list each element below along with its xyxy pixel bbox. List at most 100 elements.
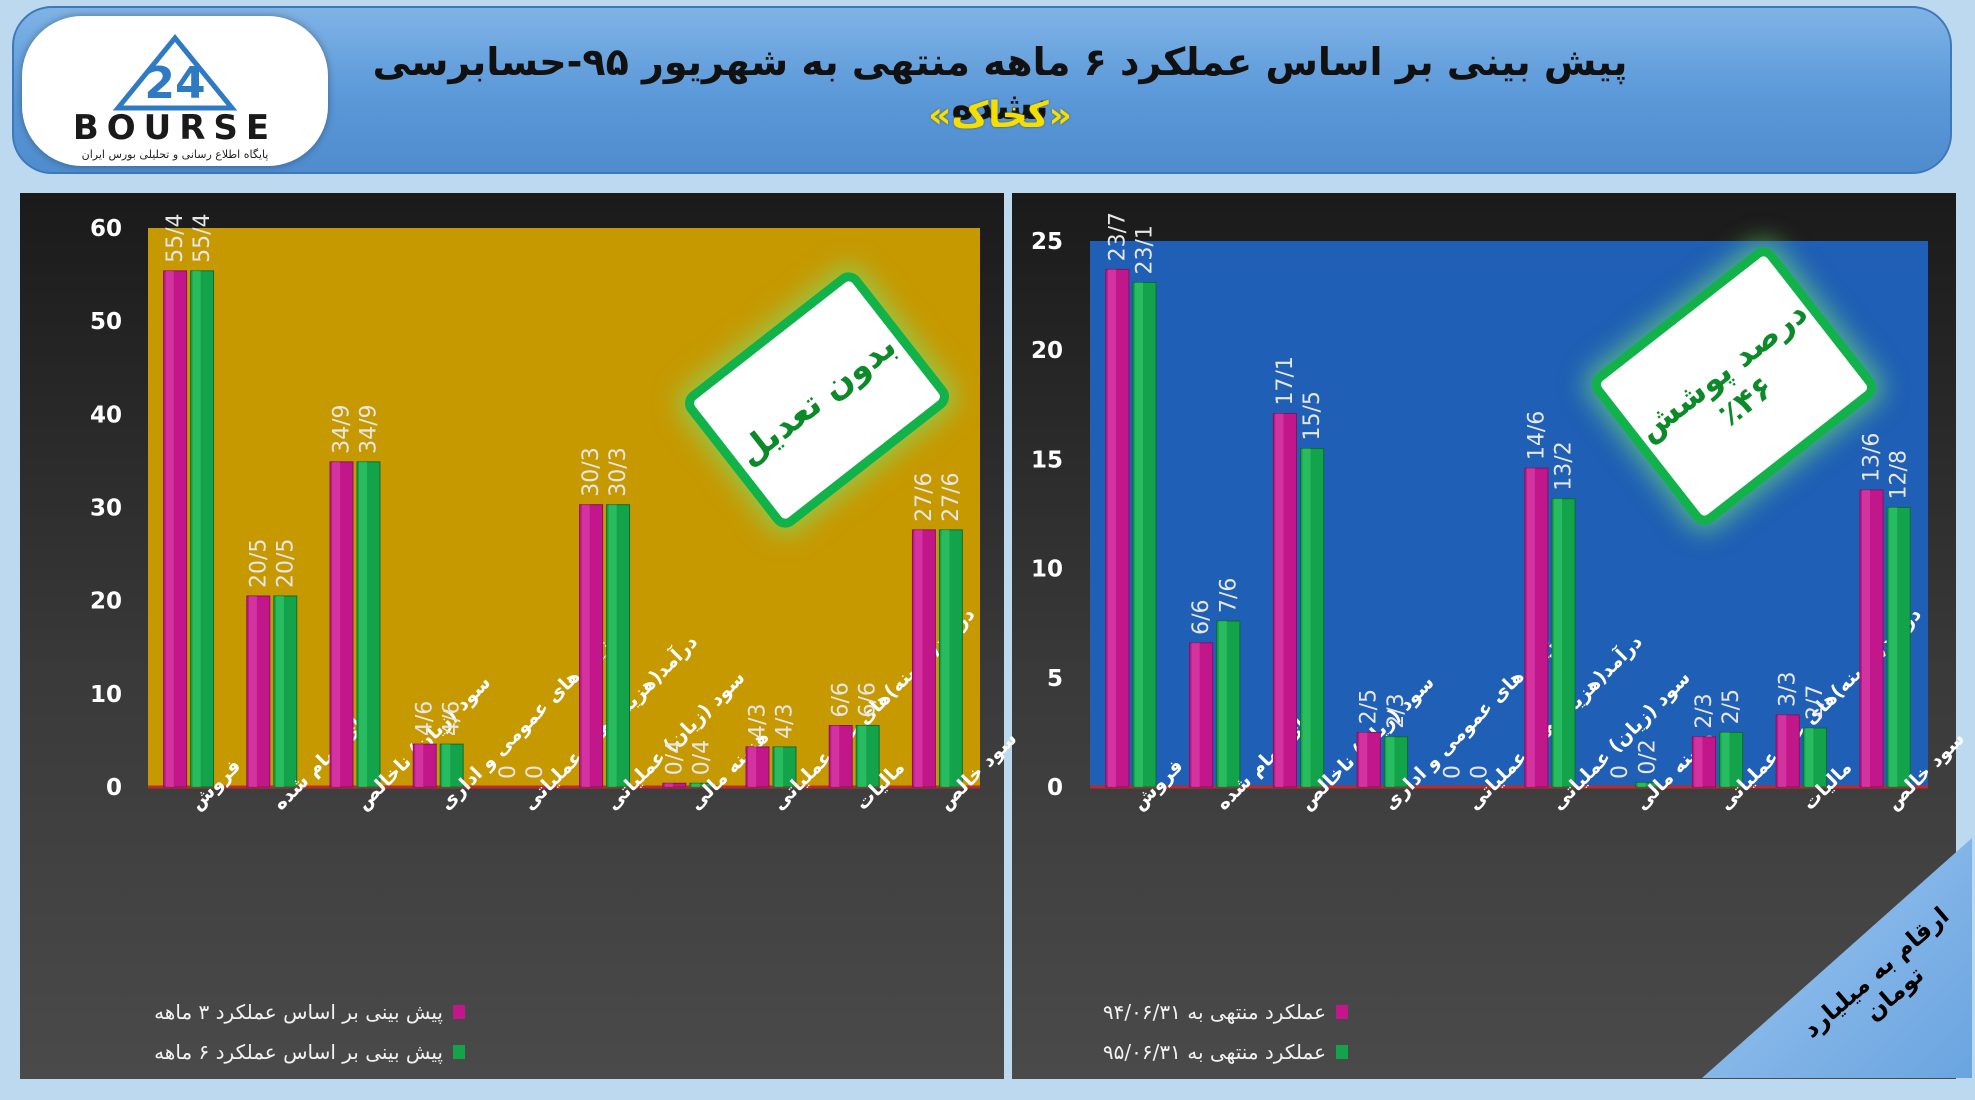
right-bar-highlight xyxy=(1386,736,1395,787)
left-bar-highlight xyxy=(275,596,284,787)
right-data-label: 17/1 xyxy=(1273,356,1298,405)
left-bar xyxy=(662,782,687,788)
legend-swatch xyxy=(1336,1045,1348,1059)
left-y-tick-label: 30 xyxy=(90,496,122,522)
right-bar-highlight xyxy=(1107,269,1116,788)
left-bar-highlight xyxy=(192,270,201,787)
right-data-label: 13/6 xyxy=(1860,433,1885,482)
right-bar-highlight xyxy=(1191,642,1200,787)
right-bar-highlight xyxy=(1721,732,1730,787)
right-data-label: 0/2 xyxy=(1635,739,1660,774)
left-bar-highlight xyxy=(442,744,451,787)
left-data-label: 27/6 xyxy=(912,472,937,521)
right-data-label: 0 xyxy=(1608,765,1633,779)
left-bar-highlight xyxy=(914,529,923,787)
left-bar-highlight xyxy=(775,746,784,787)
right-y-tick-label: 15 xyxy=(1031,447,1063,473)
left-data-label: 0 xyxy=(523,765,548,779)
right-data-label: 14/6 xyxy=(1524,411,1549,460)
left-bar-highlight xyxy=(581,504,590,787)
company-name: «کخاک» xyxy=(928,95,1072,136)
right-bar-highlight xyxy=(1359,732,1368,787)
right-bar-highlight xyxy=(1275,413,1284,787)
right-data-label: 2/7 xyxy=(1803,685,1828,720)
left-data-label: 4/6 xyxy=(413,701,438,736)
right-data-label: 0 xyxy=(1441,765,1466,779)
right-bar-highlight xyxy=(1778,714,1787,787)
left-y-tick-label: 50 xyxy=(90,309,122,335)
left-data-label: 6/6 xyxy=(829,682,854,717)
left-legend: پیش بینی بر اساس عملکرد ۳ ماهه پیش بینی … xyxy=(145,992,465,1072)
left-bar-highlight xyxy=(415,744,424,787)
left-data-label: 27/6 xyxy=(939,472,964,521)
right-data-label: 7/6 xyxy=(1216,578,1241,613)
left-y-tick-label: 0 xyxy=(106,775,122,801)
left-bar-highlight xyxy=(858,725,867,787)
left-data-label: 0/4 xyxy=(689,740,714,775)
right-data-label: 2/3 xyxy=(1692,693,1717,728)
left-y-tick-label: 10 xyxy=(90,682,122,708)
legend-item-6month: پیش بینی بر اساس عملکرد ۶ ماهه xyxy=(145,1032,465,1072)
right-y-tick-label: 20 xyxy=(1031,338,1063,364)
left-data-label: 55/4 xyxy=(163,213,188,262)
right-legend: عملکرد منتهی به ۹۴/۰۶/۳۱ عملکرد منتهی به… xyxy=(1068,992,1348,1072)
left-bar-highlight xyxy=(831,725,840,787)
left-bar-highlight xyxy=(248,596,257,787)
logo-text: BOURSE xyxy=(72,108,278,148)
header-banner xyxy=(12,6,1952,174)
right-data-label: 12/8 xyxy=(1887,450,1912,499)
legend-label: پیش بینی بر اساس عملکرد ۶ ماهه xyxy=(154,1040,443,1064)
legend-swatch xyxy=(453,1045,465,1059)
right-data-label: 23/1 xyxy=(1132,225,1157,274)
left-bar-highlight xyxy=(332,461,341,787)
right-data-label: 0 xyxy=(1468,765,1493,779)
right-bar-highlight xyxy=(1553,498,1562,787)
right-y-tick-label: 0 xyxy=(1047,775,1063,801)
left-bar-highlight xyxy=(664,783,673,787)
left-y-tick-label: 20 xyxy=(90,589,122,615)
left-data-label: 34/9 xyxy=(330,404,355,453)
left-data-label: 4/3 xyxy=(772,704,797,739)
left-y-tick-label: 40 xyxy=(90,402,122,428)
legend-item-94: عملکرد منتهی به ۹۴/۰۶/۳۱ xyxy=(1068,992,1348,1032)
right-bar-highlight xyxy=(1805,728,1814,787)
right-bar-highlight xyxy=(1889,507,1898,787)
left-bar xyxy=(689,782,714,788)
left-data-label: 30/3 xyxy=(606,447,631,496)
right-bar-highlight xyxy=(1302,448,1311,787)
left-bar-highlight xyxy=(748,746,757,787)
left-bar-highlight xyxy=(608,504,617,787)
left-bar-highlight xyxy=(165,270,174,787)
right-data-label: 2/5 xyxy=(1357,689,1382,724)
left-data-label: 4/6 xyxy=(440,701,465,736)
right-data-label: 2/3 xyxy=(1384,693,1409,728)
right-bar-highlight xyxy=(1526,468,1535,787)
left-y-tick-label: 60 xyxy=(90,216,122,242)
right-data-label: 23/7 xyxy=(1105,212,1130,261)
logo-subtitle: پایگاه اطلاع رسانی و تحلیلی بورس ایران xyxy=(81,148,269,161)
logo: 24 BOURSE پایگاه اطلاع رسانی و تحلیلی بو… xyxy=(22,16,328,166)
right-bar-highlight xyxy=(1218,621,1227,787)
right-bar xyxy=(1635,782,1660,788)
right-y-tick-label: 25 xyxy=(1031,229,1063,255)
legend-label: عملکرد منتهی به ۹۵/۰۶/۳۱ xyxy=(1102,1040,1326,1064)
right-bar-highlight xyxy=(1694,736,1703,787)
legend-swatch xyxy=(453,1005,465,1019)
left-data-label: 20/5 xyxy=(273,539,298,588)
left-bar-highlight xyxy=(359,461,368,787)
right-bar-highlight xyxy=(1637,782,1646,787)
page-title: پیش بینی بر اساس عملکرد ۶ ماهه منتهی به … xyxy=(372,40,1628,128)
right-bar-highlight xyxy=(1861,489,1871,787)
no-adjustment-badge-text: بدون تعدیل xyxy=(730,326,904,474)
right-data-label: 2/5 xyxy=(1719,689,1744,724)
right-data-label: 13/2 xyxy=(1551,441,1576,490)
right-y-tick-label: 10 xyxy=(1031,557,1063,583)
right-bar-highlight xyxy=(1134,282,1143,787)
legend-item-3month: پیش بینی بر اساس عملکرد ۳ ماهه xyxy=(145,992,465,1032)
logo-number: 24 xyxy=(144,58,205,109)
left-bar-highlight xyxy=(941,529,950,787)
right-y-tick-label: 5 xyxy=(1047,666,1063,692)
left-data-label: 30/3 xyxy=(579,447,604,496)
